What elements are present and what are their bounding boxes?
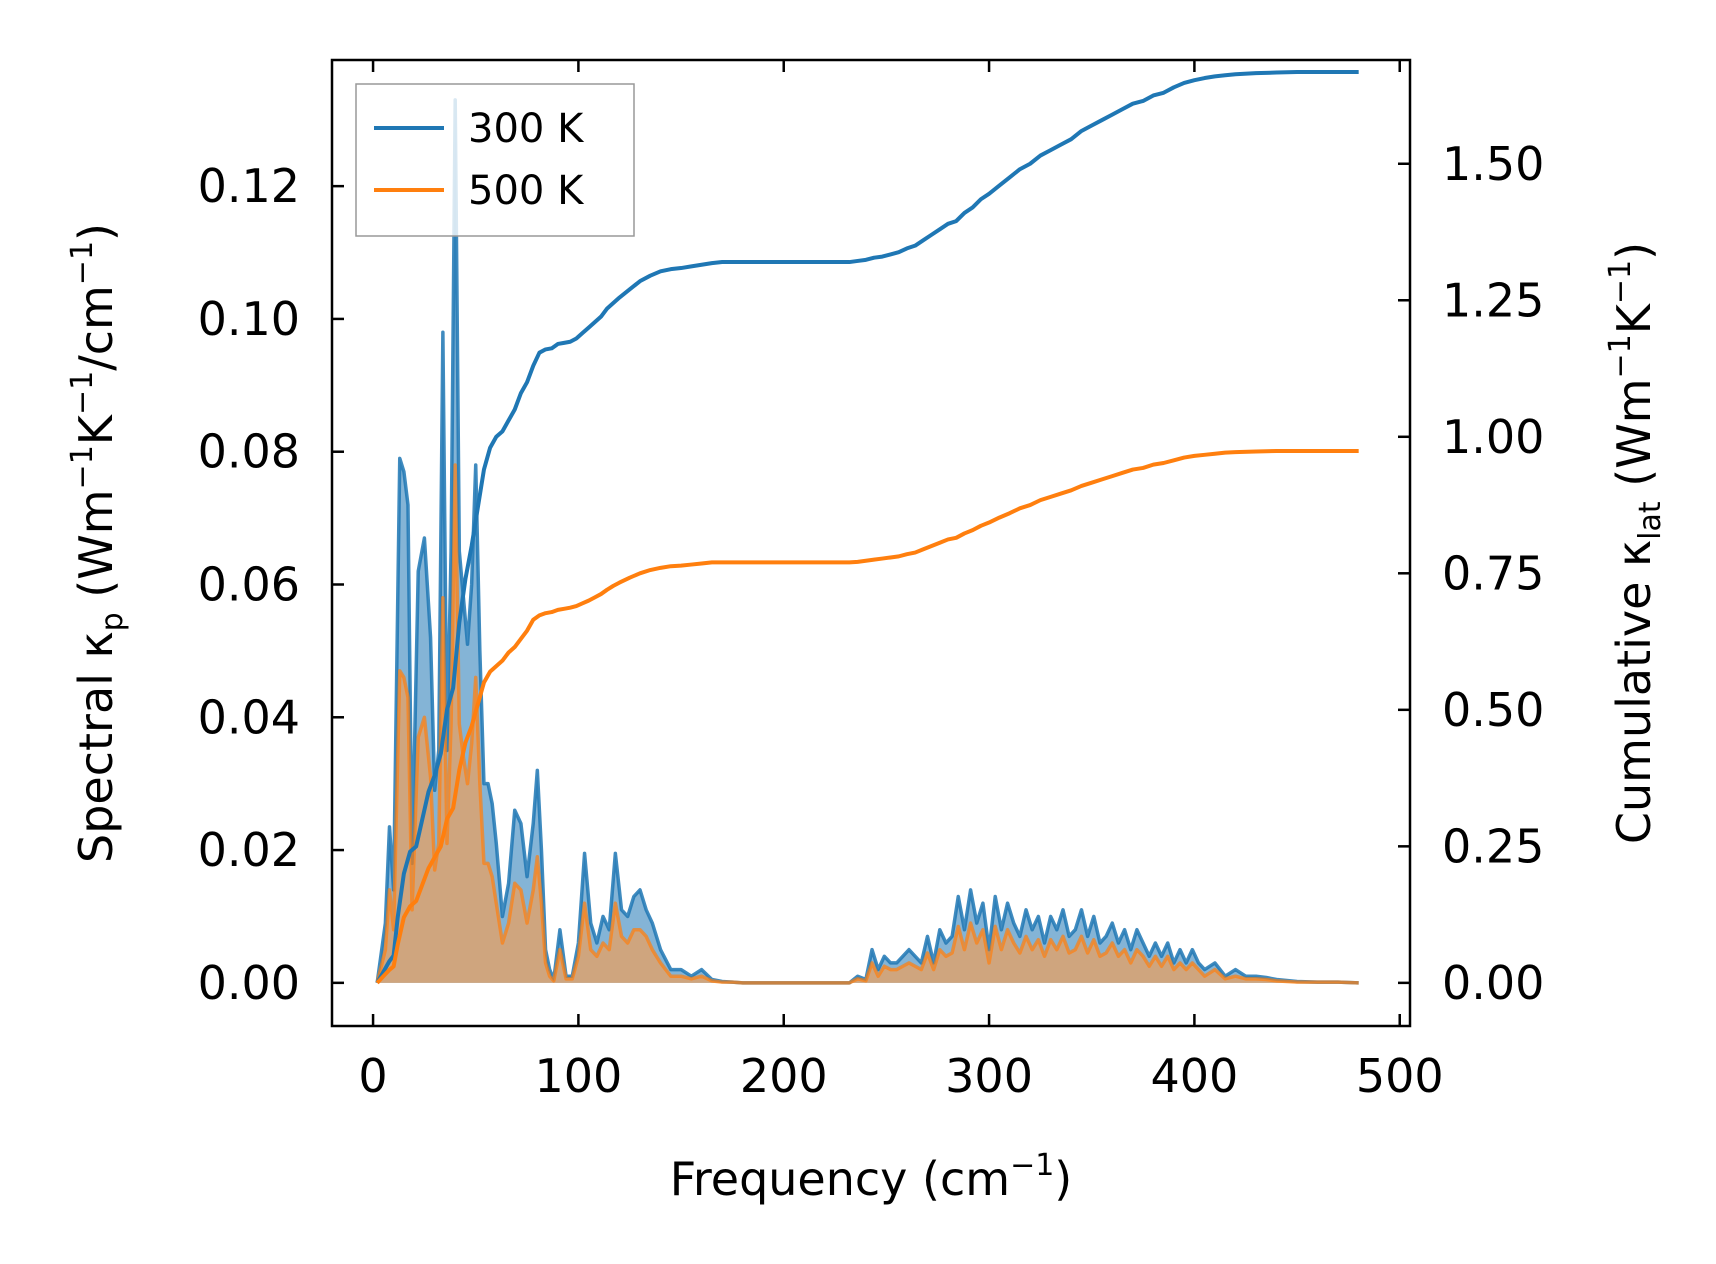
y-left-tick-label: 0.04 <box>198 690 300 744</box>
y-right-tick-label: 1.00 <box>1442 410 1544 464</box>
plot-frame <box>330 58 1412 1028</box>
legend-label-300k: 300 K <box>468 106 585 152</box>
x-tick-label: 500 <box>1356 1049 1444 1103</box>
x-tick-label: 0 <box>358 1049 387 1103</box>
y-left-tick-label: 0.02 <box>198 823 300 877</box>
x-tick-label: 300 <box>945 1049 1033 1103</box>
y-left-axis-title: Spectral κp (Wm−1K−1/cm−1) <box>65 223 130 863</box>
y-right-tick-label: 0.25 <box>1442 819 1544 873</box>
axis-ticks-group: 0 100 200 300 400 500 0.00 0.02 0.04 0.06 0.08 0.10… <box>198 60 1544 1103</box>
y-left-tick-label: 0.10 <box>198 292 300 346</box>
y-left-tick-label: 0.08 <box>198 425 300 479</box>
x-tick-label: 100 <box>534 1049 622 1103</box>
spectral-outline-500k <box>375 463 1359 985</box>
x-tick-label: 400 <box>1150 1049 1238 1103</box>
spectral-area-group <box>375 98 1359 985</box>
x-tick-label: 200 <box>740 1049 828 1103</box>
y-left-tick-label: 0.12 <box>198 159 300 213</box>
spectral-outline-300k <box>375 98 1359 985</box>
cumulative-line-group <box>375 70 1359 985</box>
y-right-tick-label: 0.50 <box>1442 683 1544 737</box>
cumulative-line-500k <box>375 448 1359 985</box>
y-right-axis-title: Cumulative κlat (Wm−1K−1) <box>1603 242 1668 844</box>
cumulative-line-300k <box>375 70 1359 984</box>
y-right-tick-label: 0.00 <box>1442 956 1544 1010</box>
y-right-tick-label: 1.25 <box>1442 273 1544 327</box>
y-right-tick-label: 1.50 <box>1442 137 1544 191</box>
legend-label-500k: 500 K <box>468 168 585 214</box>
y-left-tick-label: 0.06 <box>198 557 300 611</box>
legend: 300 K 500 K <box>355 83 635 237</box>
spectral-area-500k <box>377 464 1359 983</box>
legend-frame <box>355 83 635 237</box>
y-left-tick-label: 0.00 <box>198 956 300 1010</box>
y-right-tick-label: 0.75 <box>1442 546 1544 600</box>
x-axis-title: Frequency (cm−1) <box>670 1148 1073 1206</box>
